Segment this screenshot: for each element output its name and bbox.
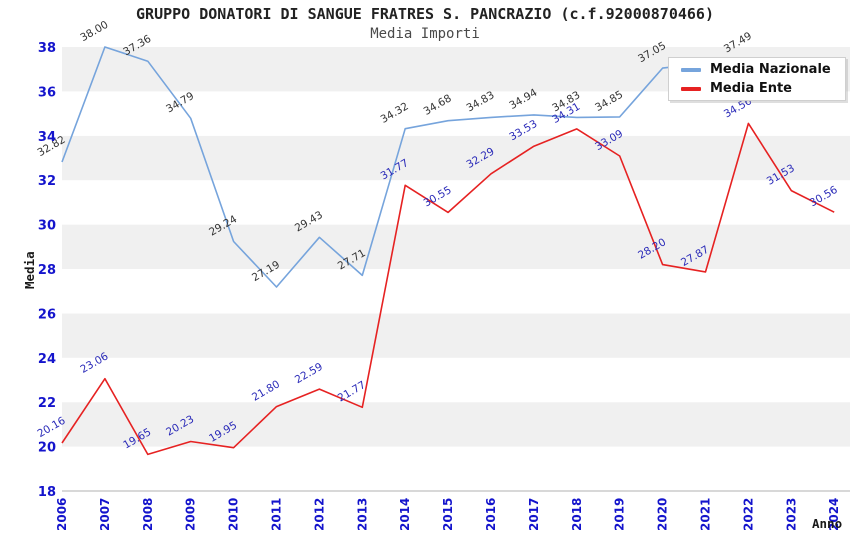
svg-text:26: 26 [38,307,56,322]
svg-text:2012: 2012 [312,498,326,531]
legend-item-media-ente: Media Ente [669,81,845,96]
svg-text:2011: 2011 [270,498,284,531]
svg-text:2014: 2014 [398,498,412,531]
svg-text:2008: 2008 [141,498,155,531]
svg-text:2006: 2006 [55,498,69,531]
svg-text:32: 32 [38,174,56,189]
svg-text:24: 24 [38,352,56,367]
media-nazionale-line-swatch-icon [681,67,701,72]
chart-subtitle: Media Importi [370,26,480,42]
x-axis-title: Anno [812,516,842,531]
plot-bands [62,47,850,491]
svg-text:2020: 2020 [656,498,670,531]
svg-text:2018: 2018 [570,498,584,531]
svg-text:20: 20 [38,441,56,456]
svg-text:2017: 2017 [527,498,541,531]
legend-label-media-nazionale: Media Nazionale [710,62,831,77]
svg-text:2024: 2024 [827,498,841,531]
svg-text:28: 28 [38,263,56,278]
svg-text:2023: 2023 [784,498,798,531]
media-ente-line-swatch-icon [681,86,701,91]
svg-text:38: 38 [38,41,56,56]
chart-title: GRUPPO DONATORI DI SANGUE FRATRES S. PAN… [136,5,714,23]
svg-text:36: 36 [38,85,56,100]
svg-text:2022: 2022 [741,498,755,531]
svg-text:2019: 2019 [613,498,627,531]
legend-box: Media Nazionale Media Ente [668,57,846,101]
svg-text:22: 22 [38,396,56,411]
svg-text:2010: 2010 [227,498,241,531]
svg-text:34: 34 [38,130,56,145]
legend-label-media-ente: Media Ente [710,81,792,96]
svg-text:2013: 2013 [355,498,369,531]
svg-text:2015: 2015 [441,498,455,531]
y-axis-title: Media [22,251,37,289]
plot-series-lines [61,46,835,456]
svg-text:2016: 2016 [484,498,498,531]
svg-text:2021: 2021 [699,498,713,531]
svg-text:18: 18 [38,485,56,500]
legend-item-media-nazionale: Media Nazionale [669,62,845,77]
svg-text:2007: 2007 [98,498,112,531]
svg-text:38.00: 38.00 [78,19,110,44]
svg-text:2009: 2009 [184,498,198,531]
svg-text:30: 30 [38,219,56,234]
